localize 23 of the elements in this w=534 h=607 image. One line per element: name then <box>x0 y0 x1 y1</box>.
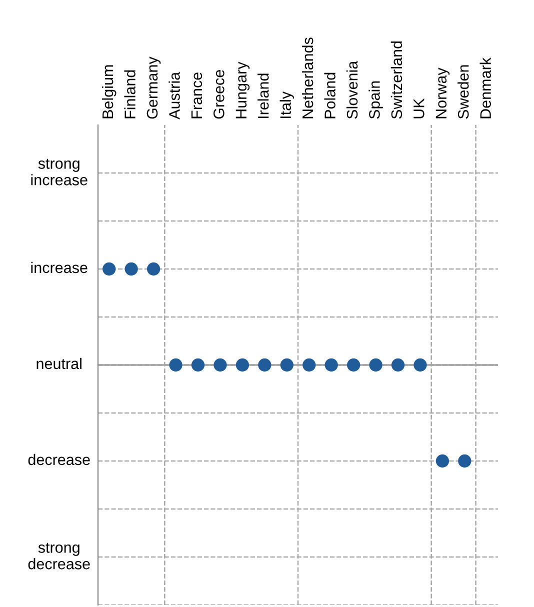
text: decrease <box>28 454 90 466</box>
x-tick-label: Austria <box>168 72 180 120</box>
x-tick-label: Poland <box>324 72 336 118</box>
x-tick-label: Belgium <box>102 65 116 118</box>
x-tick-label: Hungary <box>236 62 250 118</box>
text: neutral <box>36 358 82 370</box>
x-tick-label: Slovenia <box>346 60 358 119</box>
x-tick-label: Spain <box>368 81 383 119</box>
x-tick-label: Denmark <box>480 57 491 118</box>
x-tick-label: Greece <box>214 70 224 119</box>
x-tick-label: Switzerland <box>390 41 402 119</box>
x-tick-label: Italy <box>280 91 294 118</box>
text: increase <box>31 262 88 274</box>
x-tick-label: Ireland <box>258 74 269 118</box>
x-tick-label: UK <box>414 98 424 118</box>
text: strong decrease <box>28 542 90 570</box>
x-tick-label: Sweden <box>458 65 469 119</box>
x-tick-label: France <box>191 72 202 118</box>
x-tick-label: Norway <box>436 68 450 118</box>
text: strong increase <box>31 158 88 186</box>
x-tick-label: Finland <box>124 70 136 118</box>
x-tick-label: Netherlands <box>302 38 314 118</box>
x-tick-label: Germany <box>146 56 161 119</box>
